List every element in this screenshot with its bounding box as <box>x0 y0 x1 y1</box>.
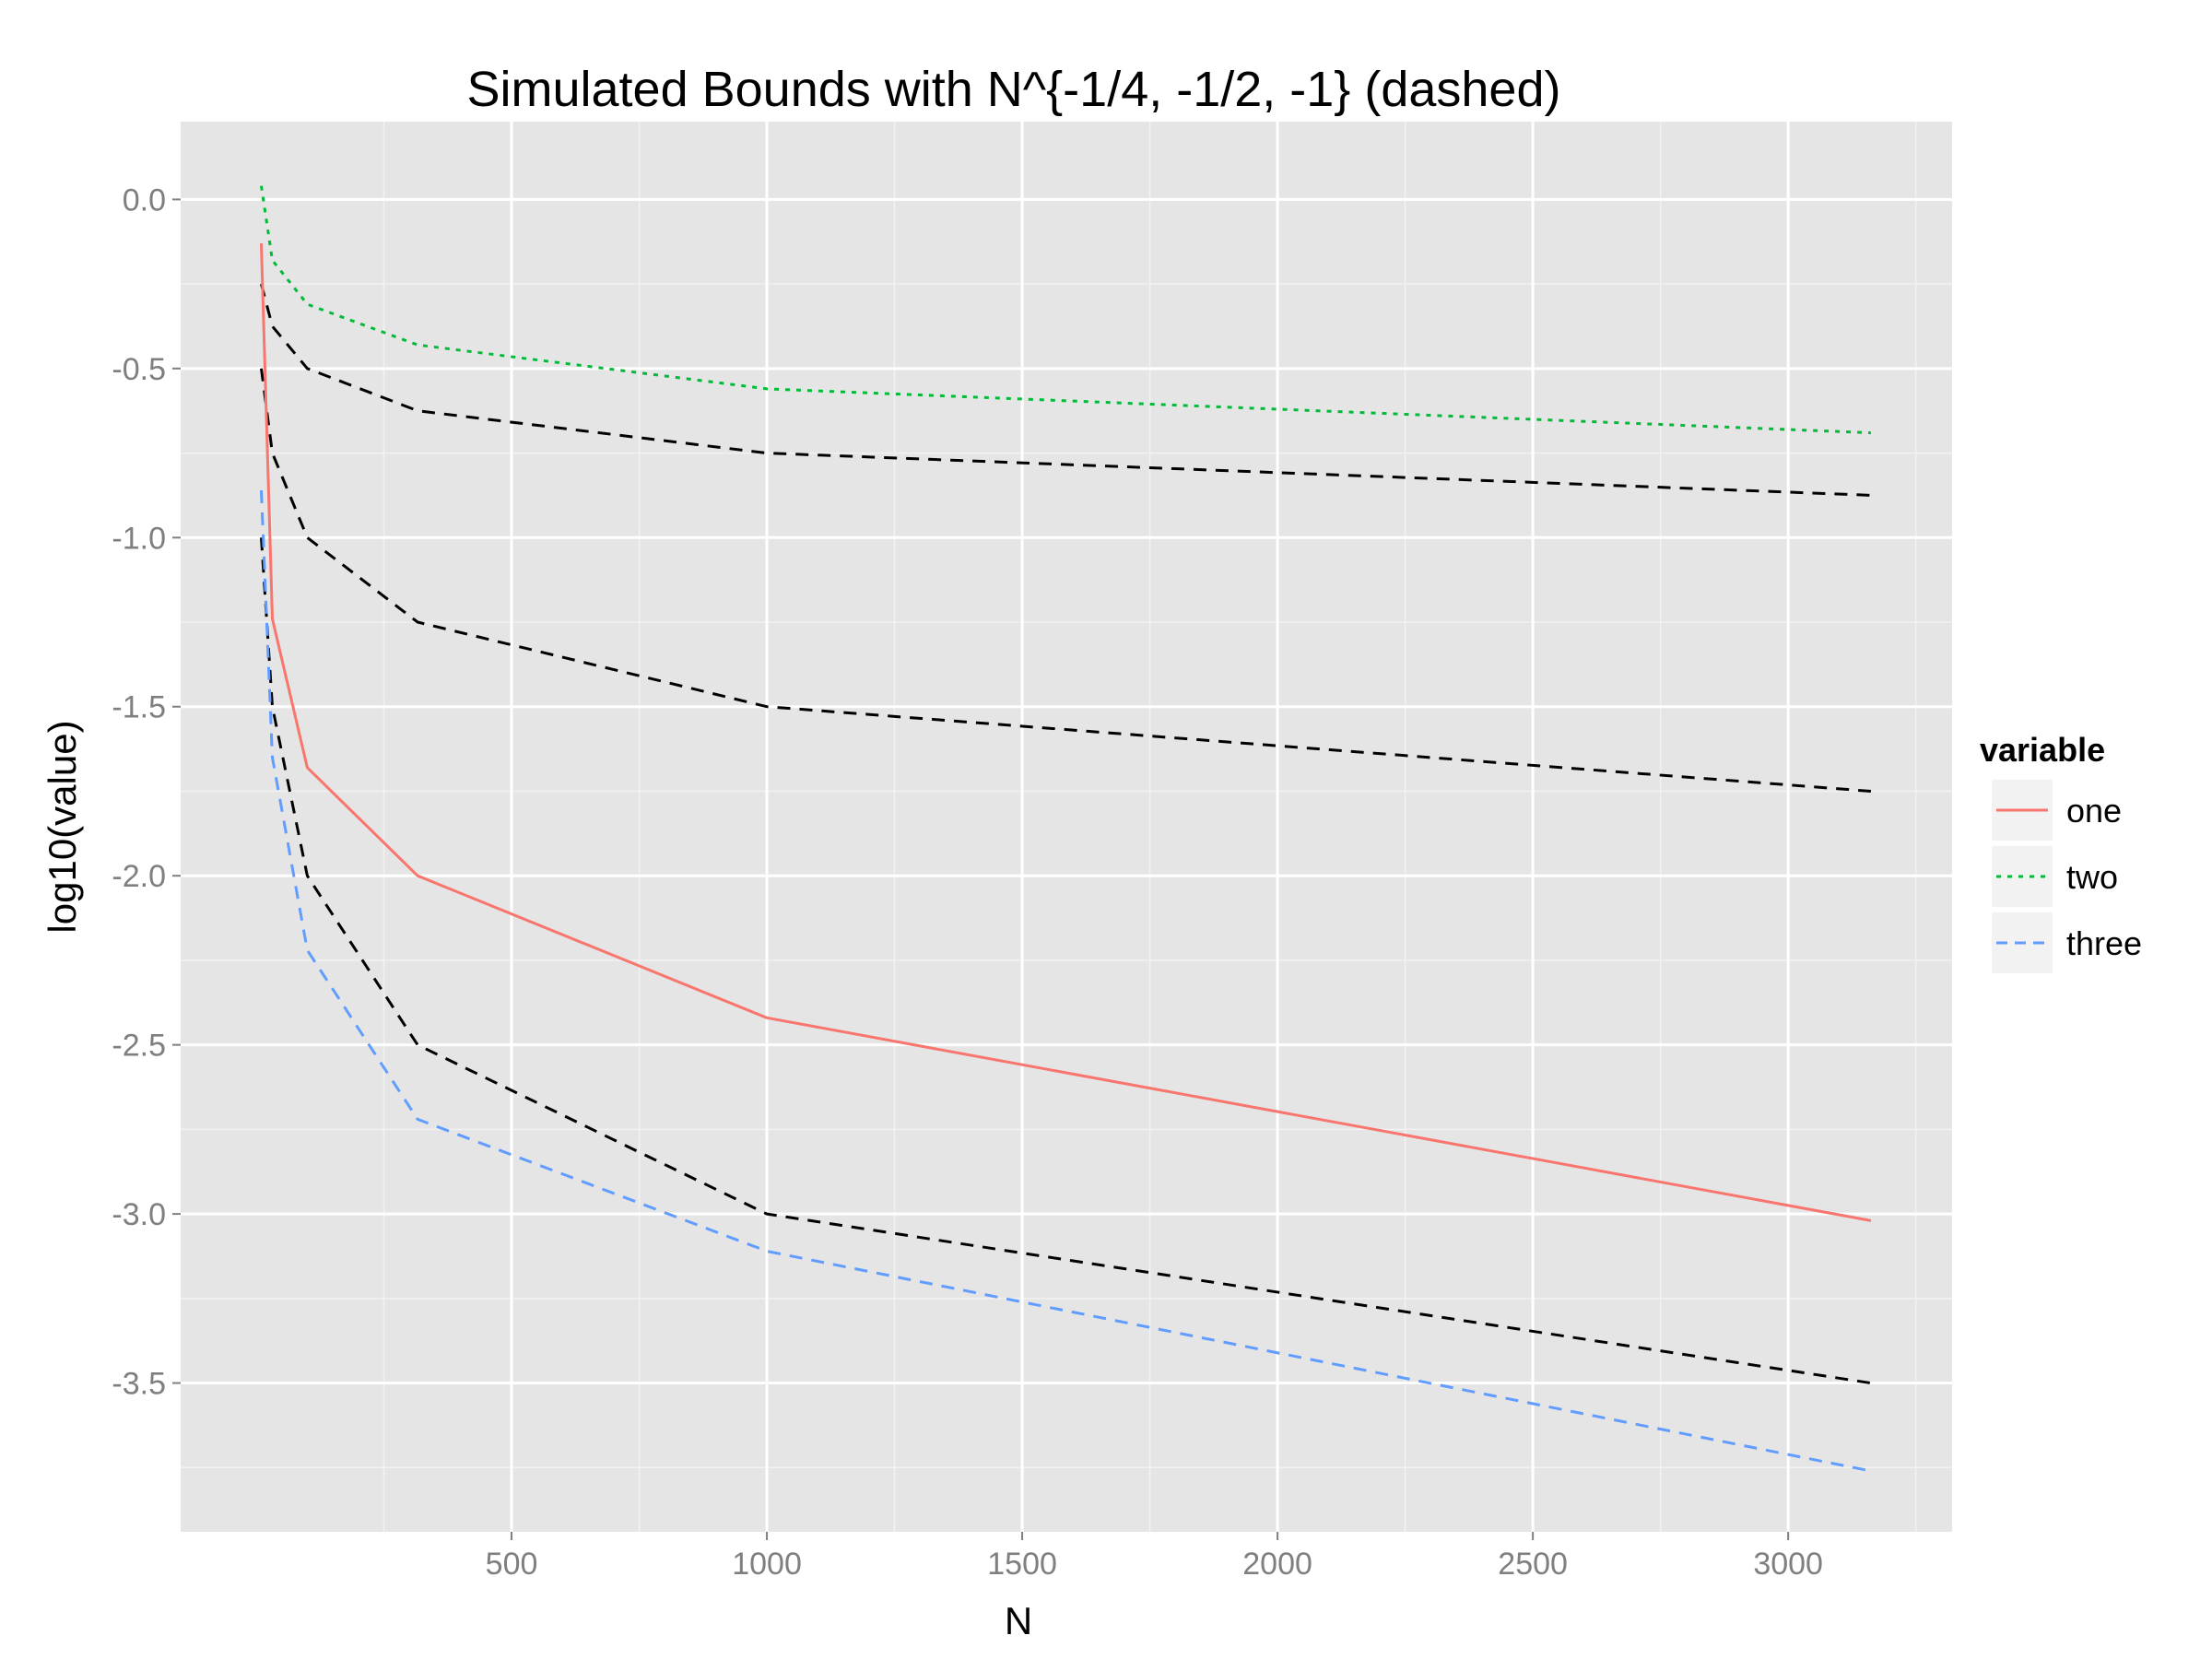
legend-items: one two three <box>1990 778 2142 975</box>
y-tick-label: -2.0 <box>112 859 166 894</box>
x-tick-label: 3000 <box>1753 1547 1823 1582</box>
y-tick-label: -3.0 <box>112 1197 166 1232</box>
x-tick-label: 2500 <box>1498 1547 1568 1582</box>
y-tick-label: -1.0 <box>112 521 166 556</box>
x-tick-label: 500 <box>486 1547 538 1582</box>
y-tick-label: -2.5 <box>112 1029 166 1064</box>
y-tick-label: 0.0 <box>123 182 166 218</box>
legend-label-two: two <box>2066 858 2118 896</box>
x-tick-label: 1000 <box>732 1547 802 1582</box>
chart-title: Simulated Bounds with N^{-1/4, -1/2, -1}… <box>467 62 1561 117</box>
y-axis-title: log10(value) <box>41 720 84 933</box>
y-axis: 0.0 -0.5 -1.0 -1.5 -2.0 -2.5 -3.0 -3.5 <box>112 182 181 1402</box>
legend-label-one: one <box>2066 792 2122 830</box>
x-tick-label: 1500 <box>987 1547 1057 1582</box>
x-tick-label: 2000 <box>1242 1547 1312 1582</box>
y-tick-label: -0.5 <box>112 352 166 387</box>
legend: variable one two three <box>1980 731 2142 975</box>
reference-line-2 <box>260 368 1872 793</box>
series-line-one <box>260 243 1872 1222</box>
grid-minor <box>181 122 1952 1532</box>
y-tick-label: -1.5 <box>112 690 166 725</box>
x-axis-title: N <box>1005 1599 1032 1642</box>
series-line-three <box>260 489 1872 1473</box>
series-lines <box>260 185 1872 1473</box>
y-tick-label: -3.5 <box>112 1367 166 1402</box>
legend-label-three: three <box>2066 924 2142 962</box>
reference-lines <box>260 283 1872 1385</box>
reference-line-3 <box>260 537 1872 1385</box>
plot-panel <box>181 122 1952 1532</box>
series-line-two <box>260 185 1871 435</box>
legend-title: variable <box>1980 731 2105 769</box>
x-axis: 500 1000 1500 2000 2500 3000 <box>486 1532 1823 1582</box>
reference-line-1 <box>260 283 1871 497</box>
